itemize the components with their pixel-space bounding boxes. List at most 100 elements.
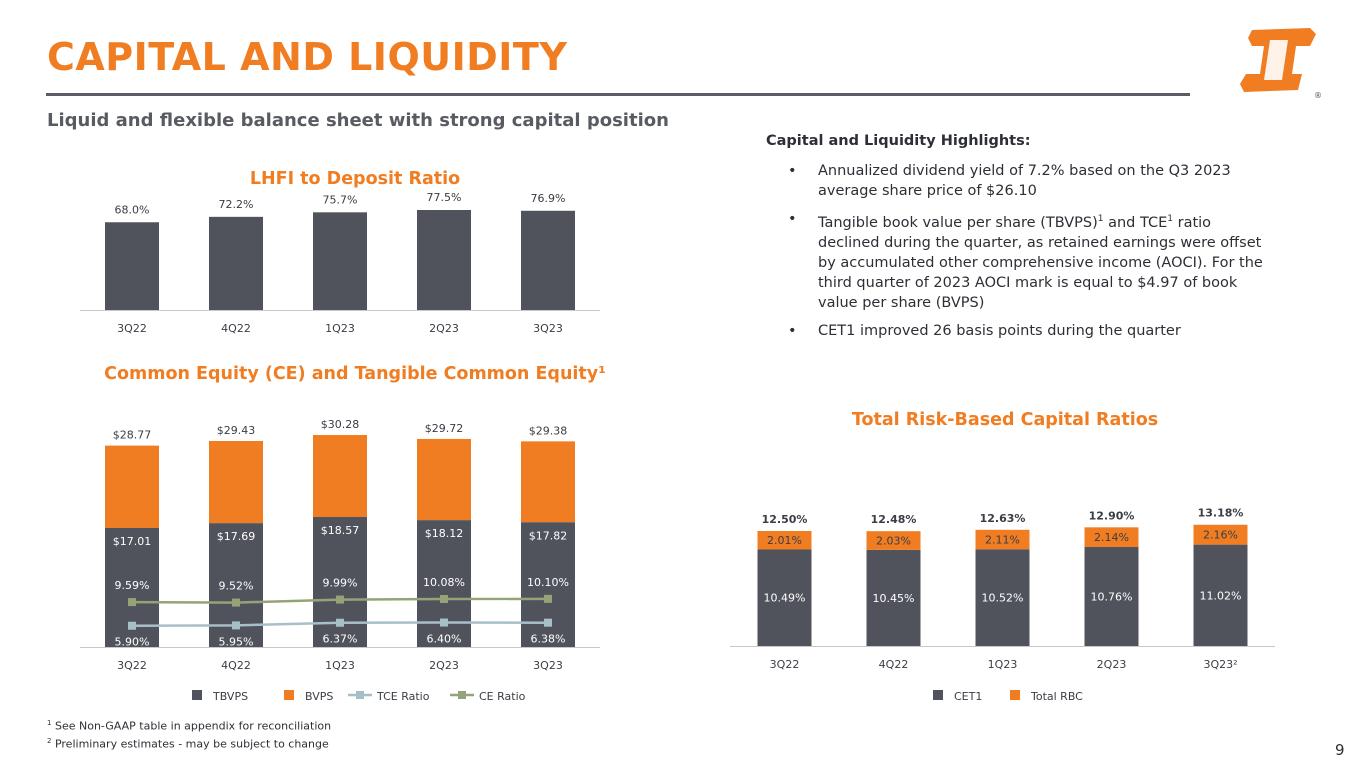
highlight-item: • Tangible book value per share (TBVPS)1 … xyxy=(788,211,1263,311)
total-rbc-label: 2.01% xyxy=(767,534,802,547)
bvps-label: $29.43 xyxy=(217,424,256,437)
highlight-item: • CET1 improved 26 basis points during th… xyxy=(788,322,1181,339)
x-tick-label: 1Q23 xyxy=(325,659,355,672)
tce-ratio-label: 6.40% xyxy=(427,633,462,646)
tbvps-label: $17.01 xyxy=(113,535,152,548)
tce-ratio-marker xyxy=(544,618,552,627)
tbvps-label: $18.12 xyxy=(425,527,464,540)
x-tick-label: 4Q22 xyxy=(879,658,909,671)
x-tick-label: 2Q23 xyxy=(1097,658,1127,671)
footnote-1: 1 See Non-GAAP table in appendix for rec… xyxy=(47,716,331,734)
bar xyxy=(313,212,367,310)
ce-ratio-label: 10.08% xyxy=(423,576,465,589)
page-number: 9 xyxy=(1335,741,1345,759)
legend-label: Total RBC xyxy=(1030,690,1083,703)
tbvps-label: $18.57 xyxy=(321,524,360,537)
x-tick-label: 1Q23 xyxy=(988,658,1018,671)
bvps-label: $28.77 xyxy=(113,429,152,442)
cet1-bar xyxy=(975,549,1030,646)
ce-ratio-label: 9.99% xyxy=(323,577,358,590)
tce-ratio-label: 6.38% xyxy=(531,633,566,646)
highlights-title: Capital and Liquidity Highlights: xyxy=(766,133,1031,149)
data-label: 68.0% xyxy=(115,203,150,216)
total-label: 12.48% xyxy=(871,513,917,526)
rbc-chart: 10.49% 2.01% 12.50% 3Q22 10.45% 2.03% 12.48% 4Q… xyxy=(730,507,1275,703)
bvps-bar xyxy=(209,440,263,524)
svg-text:®: ® xyxy=(1314,91,1322,100)
x-tick-label: 3Q23² xyxy=(1203,658,1237,671)
x-tick-label: 3Q23 xyxy=(533,322,563,335)
highlight-text: and TCE xyxy=(1103,214,1168,231)
cet1-label: 10.49% xyxy=(764,592,806,605)
highlight-text: Tangible book value per share (TBVPS) xyxy=(818,214,1098,231)
footnote-text: See Non-GAAP table in appendix for recon… xyxy=(51,719,332,733)
legend-swatch xyxy=(1010,690,1020,700)
bvps-label: $29.38 xyxy=(529,424,568,437)
footnote-2: 2 Preliminary estimates - may be subject… xyxy=(47,734,331,752)
x-tick-label: 3Q22 xyxy=(117,322,147,335)
bvps-bar xyxy=(417,438,471,521)
title-divider xyxy=(46,93,1190,96)
legend-label: BVPS xyxy=(305,690,333,703)
total-rbc-bar xyxy=(975,529,1030,550)
data-label: 72.2% xyxy=(219,198,254,211)
total-rbc-bar xyxy=(1084,527,1139,548)
chart-title-ltd: LHFI to Deposit Ratio xyxy=(249,169,461,189)
tbvps-label: $17.82 xyxy=(529,529,568,542)
bvps-bar xyxy=(105,445,159,528)
ce-ratio-marker xyxy=(336,595,344,604)
total-rbc-bar xyxy=(866,531,921,550)
footnote-marker: 1 xyxy=(47,719,52,727)
cet1-label: 10.52% xyxy=(982,592,1024,605)
chart-title-ce: Common Equity (CE) and Tangible Common E… xyxy=(104,364,606,384)
total-label: 12.63% xyxy=(980,512,1026,525)
cet1-bar xyxy=(1193,544,1248,646)
tce-ratio-marker xyxy=(128,621,136,630)
cet1-label: 10.76% xyxy=(1091,591,1133,604)
data-label: 77.5% xyxy=(427,191,462,204)
total-rbc-label: 2.03% xyxy=(876,535,911,548)
footnote-marker: 1 xyxy=(1167,214,1173,224)
footnotes: 1 See Non-GAAP table in appendix for rec… xyxy=(47,716,331,751)
ltd-chart: 68.0% 3Q22 72.2% 4Q22 75.7% 1Q23 77.5% 2Q23 76.9… xyxy=(80,191,600,335)
total-label: 13.18% xyxy=(1198,507,1244,520)
bar xyxy=(209,216,263,310)
tce-ratio-label: 6.37% xyxy=(323,633,358,646)
x-tick-label: 3Q23 xyxy=(533,659,563,672)
page-subtitle: Liquid and flexible balance sheet with s… xyxy=(47,110,669,131)
ce-ratio-marker xyxy=(128,598,136,607)
x-tick-label: 2Q23 xyxy=(429,659,459,672)
tbvps-label: $17.69 xyxy=(217,530,256,543)
cet1-label: 11.02% xyxy=(1200,589,1242,602)
legend-swatch xyxy=(933,690,943,700)
legend-label: TCE Ratio xyxy=(376,690,430,703)
legend-swatch xyxy=(356,691,364,699)
cet1-bar xyxy=(757,549,812,646)
total-rbc-label: 2.14% xyxy=(1094,531,1129,544)
bvps-label: $29.72 xyxy=(425,422,464,435)
total-label: 12.90% xyxy=(1089,509,1135,522)
bvps-label: $30.28 xyxy=(321,418,360,431)
total-rbc-bar xyxy=(1193,524,1248,545)
ce-ratio-label: 10.10% xyxy=(527,576,569,589)
tce-ratio-marker xyxy=(440,618,448,627)
tce-ratio-marker xyxy=(232,621,240,630)
total-rbc-bar xyxy=(757,531,812,550)
x-tick-label: 4Q22 xyxy=(221,322,251,335)
bar xyxy=(417,210,471,310)
legend-label: TBVPS xyxy=(212,690,248,703)
data-label: 76.9% xyxy=(531,192,566,205)
footnote-marker: 1 xyxy=(1097,214,1104,224)
legend-label: CET1 xyxy=(954,690,982,703)
highlight-text: Annualized dividend yield of 7.2% based … xyxy=(818,163,1231,199)
ce-ratio-label: 9.59% xyxy=(115,579,150,592)
x-tick-label: 2Q23 xyxy=(429,322,459,335)
ce-ratio-marker xyxy=(232,598,240,607)
legend-swatch xyxy=(458,691,466,699)
bvps-bar xyxy=(313,435,367,518)
ce-ratio-marker xyxy=(544,594,552,603)
highlight-text: ratio declined during the quarter, as re… xyxy=(818,214,1263,311)
ce-ratio-marker xyxy=(440,594,448,603)
highlight-item: • Annualized dividend yield of 7.2% based… xyxy=(788,163,1231,199)
tce-ratio-label: 5.90% xyxy=(115,636,150,649)
